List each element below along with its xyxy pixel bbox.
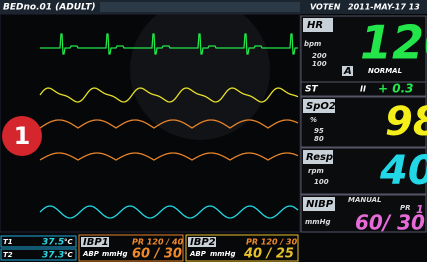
ibp1-site: ABP xyxy=(82,250,100,258)
nibp-label: NIBP xyxy=(306,199,334,210)
resp-label: Resp xyxy=(306,152,333,163)
st-label: ST xyxy=(305,85,318,95)
resp-upper: 100 xyxy=(314,178,329,186)
resp-unit: rpm xyxy=(308,167,324,175)
ibp2-site: ABP xyxy=(189,250,207,258)
t2-value: 37.3 xyxy=(42,251,64,261)
ibp2-label: IBP2 xyxy=(190,237,216,248)
datetime: 2011-MAY-17 13 xyxy=(348,3,420,12)
monitor-screen: BEDno.01 (ADULT) VOTEN 2011-MAY-17 13 1 … xyxy=(0,0,427,262)
hr-unit: bpm xyxy=(304,40,321,48)
hr-upper: 200 xyxy=(312,52,327,60)
spo2-label: SpO2 xyxy=(306,101,336,112)
nibp-mode: MANUAL xyxy=(348,196,382,204)
t2-label: T2 xyxy=(3,251,13,259)
ibp2-value: 40 / 25 xyxy=(243,247,294,262)
t2-unit: °C xyxy=(64,251,74,259)
page: BEDno.01 (ADULT) VOTEN 2011-MAY-17 13 1 … xyxy=(0,0,427,262)
param-panel: HR bpm 200 100 120 A NORMAL ST II + 0.3 … xyxy=(301,16,427,235)
spo2-unit: % xyxy=(310,116,317,124)
ibp2-pr: PR 120 / 30 xyxy=(246,238,298,247)
t1-label: T1 xyxy=(3,238,13,246)
ibp1-unit: mmHg xyxy=(102,250,127,258)
hr-value: 120 xyxy=(360,16,427,70)
status-icons xyxy=(100,2,300,12)
ibp2-unit: mmHg xyxy=(210,250,235,258)
t1-value: 37.5 xyxy=(42,238,64,248)
ibp1-label: IBP1 xyxy=(83,237,109,248)
spo2-value: 98 xyxy=(385,99,427,145)
nibp-value: 60/ 30 xyxy=(355,211,425,235)
hr-lower: 100 xyxy=(312,60,327,68)
ibp1-pr: PR 120 / 40 xyxy=(132,238,184,247)
st-lead: II xyxy=(360,85,366,94)
hr-mode: A xyxy=(343,66,352,77)
watermark xyxy=(130,0,270,140)
operator: VOTEN xyxy=(310,3,341,12)
ibp1-value: 60 / 30 xyxy=(132,247,182,262)
spo2-upper: 95 xyxy=(314,127,324,135)
nibp-unit: mmHg xyxy=(305,218,330,226)
spo2-lower: 80 xyxy=(314,135,324,143)
hr-status: NORMAL xyxy=(368,67,402,75)
t1-unit: °C xyxy=(64,238,74,246)
badge-number: 1 xyxy=(14,122,31,150)
st-value: + 0.3 xyxy=(378,82,414,96)
bed-label: BEDno.01 (ADULT) xyxy=(3,3,96,13)
hr-label: HR xyxy=(307,20,323,31)
resp-value: 40 xyxy=(379,148,427,194)
bottom-bar: T1 37.5 °C T2 37.3 °C IBP1 PR 120 / 40 A… xyxy=(0,233,427,262)
